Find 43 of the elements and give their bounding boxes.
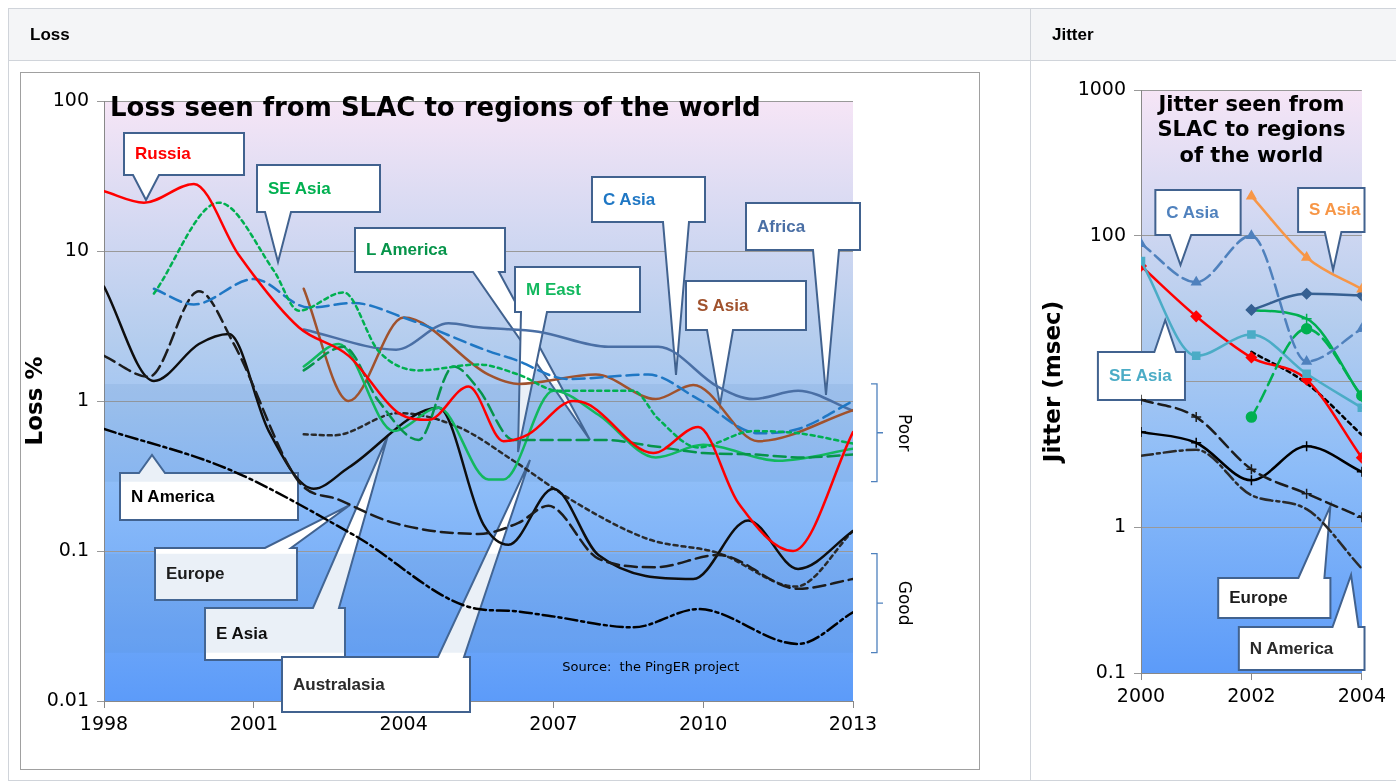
text: L America (366, 240, 448, 260)
series-label: N America (131, 486, 215, 507)
text: Jitter seen from SLAC to regions of the world (1156, 92, 1346, 167)
y-tick-label: 0.1 (58, 537, 89, 560)
y-tick-label: 100 (52, 87, 89, 110)
annotation: Source: the PingER project (562, 659, 740, 675)
text: M East (526, 279, 581, 300)
text: N America (1249, 638, 1334, 659)
x-tick-label: 2001 (229, 712, 278, 735)
y-tick-label: 1 (76, 387, 89, 410)
series-label: S Asia (1309, 200, 1361, 220)
x-tick-label: 2000 (1116, 684, 1166, 707)
text: Europe (1229, 588, 1288, 608)
x-tick-label: 2013 (828, 712, 878, 735)
series-label: Russia (135, 144, 191, 164)
band-label: Good (894, 580, 915, 626)
chart-subtitle: Jitter (1031, 9, 1396, 61)
text: Africa (757, 216, 806, 237)
band-label: Poor (894, 414, 915, 452)
series-label: SE Asia (1108, 366, 1172, 386)
y-tick-label: 100 (1089, 222, 1126, 245)
x-tick-label: 2004 (1337, 684, 1386, 707)
x-tick-label: 2010 (679, 712, 728, 735)
y-axis-title: Loss % (20, 356, 47, 446)
text: Australasia (293, 674, 385, 695)
text: S Asia (697, 295, 749, 316)
chart-title: Loss seen from SLAC to regions of the world (110, 91, 761, 122)
y-tick-label: 0.01 (46, 687, 89, 710)
y-axis-title: Jitter (msec) (1038, 300, 1065, 465)
x-tick-label: 2002 (1227, 684, 1276, 707)
text: SE Asia (268, 178, 331, 199)
y-tick-label: 1 (1113, 514, 1126, 537)
y-tick-label: 0.1 (1095, 659, 1126, 682)
text: Europe (166, 564, 225, 584)
y-tick-label: 10 (64, 237, 89, 260)
series-label: C Asia (1166, 202, 1219, 223)
chart-subtitle: Loss (9, 9, 1030, 61)
text: C Asia (603, 189, 656, 210)
y-tick-label: 1000 (1077, 76, 1126, 99)
x-tick-label: 2007 (529, 712, 578, 735)
x-tick-label: 1998 (79, 712, 129, 735)
text: E Asia (216, 624, 268, 644)
x-tick-label: 2004 (379, 712, 428, 735)
